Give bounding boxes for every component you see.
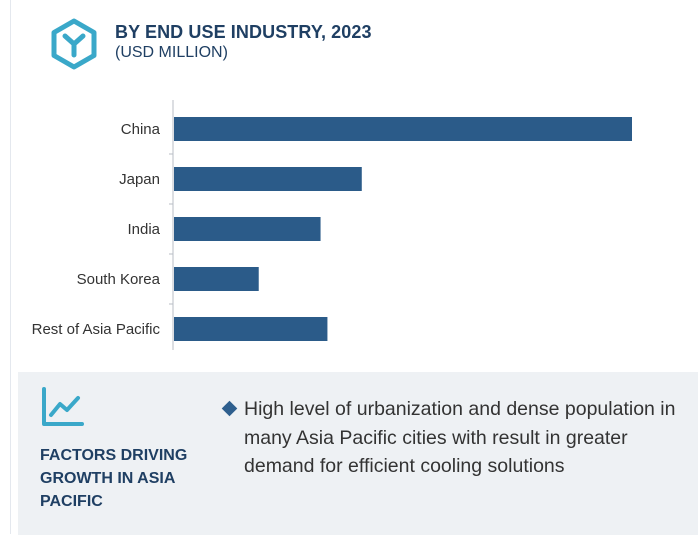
bar-rest-of-asia-pacific [174, 317, 328, 341]
bar-india [174, 217, 321, 241]
bar-chart: China Japan India South Korea Rest of Asia P… [32, 100, 632, 350]
hexagon-y-logo-icon [51, 18, 97, 70]
bar-south-korea [174, 267, 259, 291]
chart-title: BY END USE INDUSTRY, 2023 [115, 22, 372, 42]
category-label: India [127, 221, 160, 238]
chart-subtitle: (USD MILLION) [115, 44, 228, 61]
bullet-diamond-icon [221, 400, 238, 417]
category-label: Rest of Asia Pacific [32, 321, 161, 338]
factors-panel: FACTORS DRIVING GROWTH IN ASIA PACIFIC H… [18, 372, 698, 535]
bar-china [174, 117, 632, 141]
factor-item: High level of urbanization and dense pop… [244, 398, 676, 477]
category-label: China [121, 121, 161, 138]
bar-japan [174, 167, 362, 191]
category-label: Japan [119, 171, 160, 188]
category-label: South Korea [77, 271, 161, 288]
trend-line-chart-icon [42, 387, 84, 426]
factors-title: FACTORS DRIVING GROWTH IN ASIA PACIFIC [40, 447, 188, 510]
